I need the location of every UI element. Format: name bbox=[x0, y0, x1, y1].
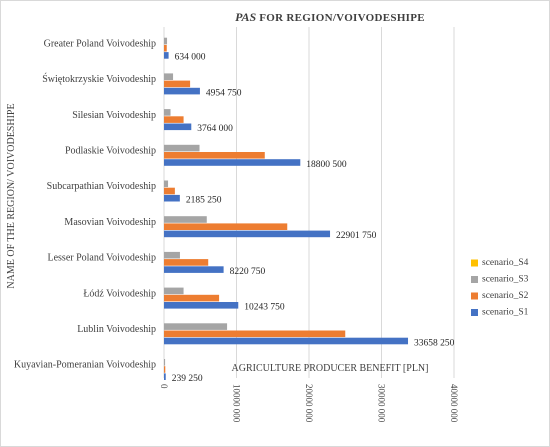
data-label-s1: 10243 750 bbox=[244, 303, 285, 313]
bar-layer bbox=[164, 37, 409, 380]
data-label-s1: 18800 500 bbox=[306, 160, 347, 170]
bar-scenario-s1 bbox=[164, 266, 224, 273]
data-label-s1: 4954 750 bbox=[206, 88, 242, 98]
legend-swatch bbox=[471, 292, 478, 300]
bar-scenario-s1 bbox=[164, 123, 192, 131]
bar-scenario-s2 bbox=[164, 187, 175, 195]
bar-scenario-s2 bbox=[164, 259, 209, 266]
x-tick-label: 20000 000 bbox=[304, 384, 314, 423]
category-label: Greater Poland Voivodeship bbox=[44, 38, 156, 49]
chart-title-rest: FOR REGION/VOIVODESHIPE bbox=[256, 12, 425, 24]
legend-swatch bbox=[471, 259, 478, 267]
bar-scenario-s3 bbox=[164, 216, 207, 223]
bar-scenario-s2 bbox=[164, 366, 166, 373]
bar-scenario-s2 bbox=[164, 80, 191, 88]
data-label-s1: 2185 250 bbox=[186, 196, 222, 206]
data-label-s1: 22901 750 bbox=[336, 231, 377, 241]
data-label-s1: 239 250 bbox=[172, 374, 203, 384]
bar-scenario-s1 bbox=[164, 302, 239, 309]
bar-scenario-s1 bbox=[164, 230, 331, 238]
bar-scenario-s3 bbox=[164, 323, 228, 330]
label-layer: Greater Poland Voivodeship 634 000 Świętok… bbox=[14, 38, 455, 384]
x-tick-label: 30000 000 bbox=[377, 384, 387, 423]
x-tick-label: 10000 000 bbox=[232, 384, 242, 423]
legend-label: scenario_S3 bbox=[482, 275, 529, 285]
bar-scenario-s2 bbox=[164, 44, 167, 52]
bar-scenario-s2 bbox=[164, 294, 220, 302]
bar-scenario-s1 bbox=[164, 194, 180, 202]
data-label-s1: 33658 250 bbox=[414, 338, 455, 348]
bar-scenario-s1 bbox=[164, 159, 301, 166]
data-label-s1: 8220 750 bbox=[230, 267, 266, 277]
category-label: Masovian Voivodeship bbox=[64, 217, 156, 228]
category-label: Lublin Voivodeship bbox=[77, 324, 156, 335]
bar-scenario-s3 bbox=[164, 144, 200, 152]
bar-scenario-s3 bbox=[164, 359, 166, 366]
legend-label: scenario_S4 bbox=[482, 258, 529, 268]
data-label-s1: 634 000 bbox=[175, 53, 206, 63]
category-label: Silesian Voivodeship bbox=[72, 110, 156, 121]
category-label: Subcarpathian Voivodeship bbox=[47, 181, 156, 192]
category-label: Podlaskie Voivodeship bbox=[65, 145, 156, 156]
bar-scenario-s3 bbox=[164, 73, 174, 80]
legend: scenario_S4 scenario_S3 scenario_S2scenari… bbox=[471, 258, 529, 318]
legend-label: scenario_S1 bbox=[482, 308, 529, 318]
bar-scenario-s3 bbox=[164, 180, 169, 188]
grid-layer bbox=[163, 27, 455, 378]
bar-scenario-s3 bbox=[164, 287, 184, 295]
bar-scenario-s1 bbox=[164, 337, 409, 345]
bar-scenario-s1 bbox=[164, 373, 166, 380]
bar-scenario-s1 bbox=[164, 52, 169, 59]
category-label: Kuyavian-Pomeranian Voivodeship bbox=[14, 360, 156, 371]
category-label: Łódź Voivodeship bbox=[83, 288, 156, 299]
chart-title-italic: PAS bbox=[235, 10, 256, 24]
tick-layer: 0 10000 000 20000 000 30000 000 40000 000 bbox=[159, 384, 459, 423]
data-label-s1: 3764 000 bbox=[197, 124, 233, 134]
bar-scenario-s3 bbox=[164, 109, 171, 116]
category-label: Lesser Poland Voivodeship bbox=[47, 253, 156, 264]
x-tick-label: 0 bbox=[159, 384, 169, 389]
bar-scenario-s1 bbox=[164, 87, 200, 95]
bar-scenario-s2 bbox=[164, 223, 288, 230]
bar-scenario-s2 bbox=[164, 116, 184, 123]
legend-label: scenario_S2 bbox=[482, 291, 529, 301]
bar-scenario-s2 bbox=[164, 330, 346, 338]
legend-swatch bbox=[471, 276, 478, 283]
bar-scenario-s2 bbox=[164, 152, 265, 159]
bar-scenario-s3 bbox=[164, 251, 180, 259]
x-tick-label: 40000 000 bbox=[449, 384, 459, 423]
legend-swatch bbox=[471, 309, 478, 316]
chart-title: PAS FOR REGION/VOIVODESHIPE bbox=[235, 10, 425, 24]
bar-scenario-s3 bbox=[164, 37, 168, 45]
y-axis-title: NAME OF THE REGION/ VOIVODESHIPE bbox=[6, 103, 17, 288]
x-axis-title: AGRICULTURE PRODUCER BENEFIT [PLN] bbox=[232, 363, 429, 374]
category-label: Świętokrzyskie Voivodeship bbox=[42, 73, 156, 85]
